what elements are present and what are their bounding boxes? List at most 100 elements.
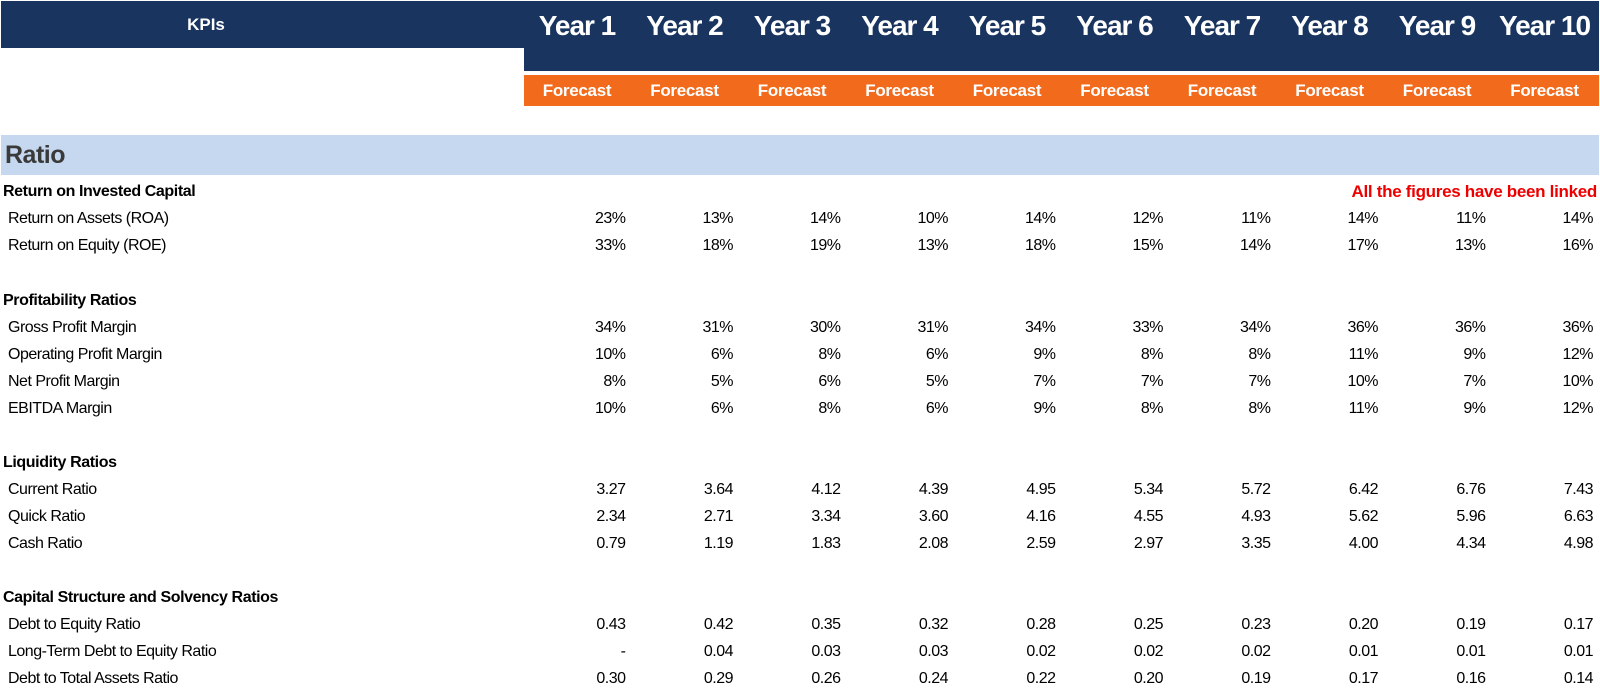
section-title: Return on Invested Capital [3,183,196,200]
value-cell: 0.01 [1348,643,1379,660]
value-cell: 10% [917,210,948,227]
year-header: Year 4 [861,10,939,41]
value-cell: 0.35 [811,616,841,633]
value-cell: 4.12 [811,481,841,498]
year-header: Year 10 [1498,10,1591,41]
value-cell: 4.95 [1026,481,1056,498]
value-cell: 30% [809,319,841,336]
value-cell: 0.79 [596,535,626,552]
year-header: Year 1 [538,10,617,41]
row-label: Debt to Equity Ratio [8,616,141,633]
value-cell: 8% [1248,400,1271,417]
value-cell: 4.55 [1133,508,1164,525]
value-cell: 34% [594,319,626,336]
value-cell: 0.16 [1456,670,1486,687]
value-cell: 2.59 [1026,535,1056,552]
value-cell: 8% [1140,400,1164,417]
value-cell: 36% [1562,319,1593,336]
value-cell: 0.02 [1133,643,1164,660]
value-cell: 5.62 [1348,508,1379,525]
value-cell: 5.34 [1133,481,1164,498]
row-label: Net Profit Margin [8,373,120,390]
value-cell: 10% [594,346,626,363]
value-cell: 6.42 [1348,481,1379,498]
header-band-right [524,1,1599,71]
value-cell: 4.98 [1563,535,1594,552]
row-label: Operating Profit Margin [8,346,162,363]
value-cell: 2.34 [596,508,626,525]
value-cell: 0.25 [1133,616,1164,633]
value-cell: 0.03 [918,643,949,660]
value-cell: 3.64 [703,481,734,498]
value-cell: 15% [1132,237,1163,254]
value-cell: 19% [809,237,841,254]
value-cell: 9% [1033,400,1056,417]
linked-note: All the figures have been linked [1351,182,1598,201]
value-cell: 23% [594,210,626,227]
value-cell: 1.83 [811,535,841,552]
year-header: Year 9 [1398,10,1477,41]
value-cell: 0.20 [1348,616,1379,633]
value-cell: 14% [809,210,841,227]
value-cell: 7% [1033,373,1056,390]
row-label: Cash Ratio [8,535,83,552]
value-cell: 5.96 [1456,508,1486,525]
value-cell: - [620,643,626,660]
value-cell: 14% [1562,210,1593,227]
value-cell: 7% [1463,373,1486,390]
value-cell: 6% [925,346,949,363]
value-cell: 36% [1454,319,1486,336]
value-cell: 7% [1140,373,1164,390]
value-cell: 4.34 [1456,535,1486,552]
section-title: Liquidity Ratios [3,454,117,471]
value-cell: 8% [1140,346,1164,363]
value-cell: 0.43 [596,616,626,633]
value-cell: 0.02 [1241,643,1271,660]
value-cell: 0.03 [811,643,841,660]
value-cell: 2.08 [918,535,949,552]
year-header: Year 8 [1291,10,1369,41]
value-cell: 14% [1347,210,1378,227]
section-title: Capital Structure and Solvency Ratios [3,589,279,606]
forecast-label: Forecast [972,81,1042,100]
row-label: Return on Equity (ROE) [8,237,166,254]
forecast-label: Forecast [1510,81,1579,100]
value-cell: 0.30 [596,670,626,687]
value-cell: 7% [1248,373,1271,390]
forecast-label: Forecast [1187,81,1257,100]
value-cell: 33% [1132,319,1163,336]
year-header: Year 3 [753,10,832,41]
value-cell: 11% [1348,400,1379,417]
year-header: Year 5 [968,10,1047,41]
row-label: Quick Ratio [8,508,86,525]
row-label: EBITDA Margin [8,400,112,417]
forecast-label: Forecast [1295,81,1364,100]
row-label: Current Ratio [8,481,97,498]
forecast-label: Forecast [757,81,827,100]
value-cell: 1.19 [703,535,734,552]
value-cell: 14% [1024,210,1056,227]
kpis-title: KPIs [187,15,225,34]
value-cell: 3.35 [1241,535,1271,552]
value-cell: 0.14 [1563,670,1594,687]
value-cell: 16% [1562,237,1593,254]
value-cell: 18% [1024,237,1056,254]
forecast-label: Forecast [865,81,934,100]
forecast-band [524,75,1599,106]
value-cell: 31% [917,319,948,336]
value-cell: 17% [1347,237,1378,254]
value-cell: 5% [710,373,734,390]
value-cell: 12% [1562,346,1593,363]
value-cell: 0.19 [1241,670,1271,687]
value-cell: 0.23 [1241,616,1271,633]
value-cell: 9% [1463,346,1486,363]
value-cell: 0.22 [1026,670,1056,687]
value-cell: 9% [1463,400,1486,417]
header-band-left [1,1,525,48]
value-cell: 0.01 [1563,643,1594,660]
value-cell: 6% [925,400,949,417]
value-cell: 36% [1347,319,1378,336]
value-cell: 0.02 [1026,643,1056,660]
value-cell: 0.32 [918,616,949,633]
value-cell: 6.63 [1563,508,1594,525]
